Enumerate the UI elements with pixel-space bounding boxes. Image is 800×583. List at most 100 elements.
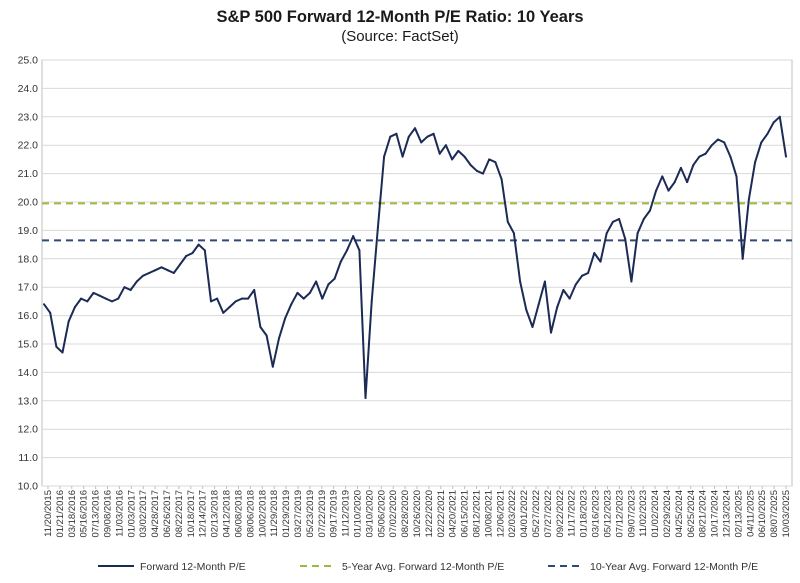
forward-pe-point [98,294,101,297]
forward-pe-point [463,155,466,158]
forward-pe-point [760,141,763,144]
x-tick-label: 08/22/2017 [174,490,185,538]
forward-pe-point [587,272,590,274]
x-tick-label: 03/10/2020 [364,490,375,538]
x-tick-label: 01/21/2016 [55,490,66,538]
y-tick-label: 20.0 [18,197,39,209]
forward-pe-point [308,291,311,294]
x-tick-label: 12/22/2020 [424,490,435,538]
x-tick-label: 07/27/2022 [543,490,554,538]
x-tick-label: 04/01/2022 [519,490,530,538]
forward-pe-point [265,334,268,337]
legend: Forward 12-Month P/E 5-Year Avg. Forward… [98,561,758,573]
plot-area [41,59,793,487]
x-tick-label: 07/02/2020 [388,490,399,538]
forward-pe-point [692,164,695,167]
forward-pe-point [414,127,416,130]
y-tick-label: 14.0 [18,367,39,379]
series-layer [42,115,792,399]
forward-pe-point [698,155,701,158]
x-tick-label: 03/27/2019 [293,490,304,538]
legend-label-5yr-avg: 5-Year Avg. Forward 12-Month P/E [342,561,504,573]
y-tick-label: 25.0 [18,55,39,67]
forward-pe-point [581,274,583,277]
x-tick-label: 09/07/2023 [626,490,637,538]
forward-pe-point [197,243,200,246]
x-tick-label: 12/06/2021 [495,490,506,538]
x-tick-label: 11/17/2022 [567,490,578,537]
forward-pe-point [550,331,552,334]
y-axis-ticks: 10.0 11.0 12.0 13.0 14.0 15.0 16.0 17.0 18.0 19.0… [18,55,39,493]
forward-pe-point [240,297,243,300]
x-tick-label: 10/02/2018 [257,490,268,538]
x-tick-label: 10/26/2020 [412,490,423,538]
forward-pe-point [203,249,206,252]
x-tick-label: 10/03/2025 [781,490,792,538]
x-tick-label: 08/21/2024 [698,490,709,538]
forward-pe-point [290,303,293,306]
forward-pe-point [469,164,472,167]
forward-pe-point [710,144,713,147]
forward-pe-point [61,351,64,354]
x-tick-label: 04/12/2018 [222,490,233,538]
forward-pe-point [494,161,497,164]
forward-pe-point [123,286,126,289]
y-tick-label: 11.0 [18,452,38,464]
forward-pe-point [747,198,750,201]
chart-title: S&P 500 Forward 12-Month P/E Ratio: 10 Y… [216,8,583,26]
forward-pe-point [568,297,571,300]
forward-pe-point [772,121,775,124]
x-tick-label: 09/22/2022 [555,490,566,538]
forward-pe-point [661,175,664,178]
forward-pe-point [482,172,484,175]
forward-pe-point [352,235,355,238]
gridlines [42,59,792,487]
forward-pe-point [729,155,732,158]
x-tick-label: 08/06/2018 [245,490,256,538]
x-tick-label: 11/20/2015 [43,490,54,537]
y-tick-label: 15.0 [18,339,39,351]
forward-pe-point [92,291,95,294]
x-tick-label: 05/23/2019 [305,490,316,538]
x-tick-label: 06/15/2021 [460,490,471,538]
forward-pe-point [624,237,627,240]
forward-pe-point [778,115,781,118]
legend-label-forward-pe: Forward 12-Month P/E [140,561,246,573]
forward-pe-point [321,297,324,300]
forward-pe-point [717,138,719,141]
forward-pe-point [339,260,342,263]
forward-pe-point [43,303,45,306]
forward-pe-point [247,297,250,300]
forward-pe-point [704,152,707,155]
forward-pe-point [259,326,262,328]
forward-pe-point [649,209,651,212]
forward-pe-point [55,345,58,348]
forward-pe-point [679,166,682,169]
x-tick-label: 09/17/2019 [329,490,340,538]
forward-pe-point [785,155,787,158]
forward-pe-point [111,300,113,303]
x-tick-label: 11/03/2016 [114,490,125,537]
x-tick-label: 05/06/2020 [376,490,387,538]
forward-pe-point [630,280,633,283]
forward-pe-point [154,269,157,272]
forward-pe-point [723,141,726,144]
forward-pe-point [135,280,138,283]
x-tick-label: 03/16/2023 [591,490,602,538]
forward-pe-point [519,280,522,283]
x-tick-label: 03/02/2017 [138,490,149,538]
x-tick-label: 03/18/2016 [67,490,78,538]
y-tick-label: 18.0 [18,253,39,265]
forward-pe-point [593,252,596,255]
x-tick-label: 02/29/2024 [662,490,673,538]
forward-pe-point [271,365,274,368]
forward-pe-point [141,274,144,277]
forward-pe-point [735,175,738,178]
forward-pe-point [333,277,336,280]
x-tick-label: 11/02/2023 [638,490,649,537]
x-tick-label: 04/20/2021 [448,490,459,538]
forward-pe-point [457,149,460,152]
x-tick-label: 05/16/2016 [79,490,90,538]
x-tick-label: 12/13/2024 [721,490,732,538]
